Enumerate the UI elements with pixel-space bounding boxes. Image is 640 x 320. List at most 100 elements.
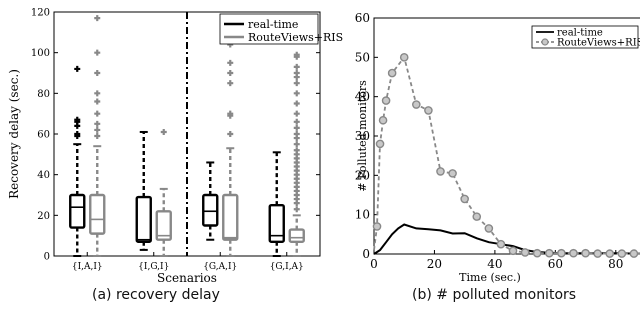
y-tick-label: 60: [355, 11, 370, 25]
legend-marker: [541, 38, 549, 46]
y-tick-label: 0: [362, 247, 370, 261]
polluted-monitors-line-chart: 0 10 20 30 40 50 60 0 20 40 60 80 Time (sec.) # Pollu…: [355, 11, 640, 284]
outlier-marker: [94, 70, 101, 76]
outlier-marker: [227, 131, 234, 137]
data-point-marker: [448, 169, 457, 178]
outlier-marker: [94, 126, 101, 133]
x-tick-label: 60: [548, 257, 563, 271]
y-tick-label: 40: [355, 90, 370, 104]
iqr-box: [89, 193, 106, 235]
data-point-marker: [460, 194, 469, 204]
outlier-marker: [74, 65, 81, 72]
outlier-marker: [293, 118, 300, 125]
outlier-marker: [227, 70, 234, 76]
x-category-label: {G,I,A}: [270, 262, 304, 272]
x-tick-label: 20: [427, 257, 442, 271]
outlier-marker: [293, 63, 300, 70]
caption-a: (a) recovery delay: [92, 287, 220, 303]
x-tick-label: 0: [370, 257, 378, 271]
y-tick-label: 80: [37, 89, 50, 100]
outlier-marker: [227, 80, 234, 87]
caption-b: (b) # polluted monitors: [412, 287, 577, 303]
legend-box: [219, 13, 319, 45]
outlier-marker: [293, 110, 300, 117]
data-point-marker: [484, 224, 494, 233]
iqr-box: [135, 195, 152, 243]
legend-label: RouteViews+RIS: [557, 38, 640, 49]
recovery-delay-boxplot: 0 20 40 60 80 100 120 {I,A,I} {I,G,I} {G,A,I} {G,I…: [7, 8, 343, 286]
data-point-marker: [593, 249, 602, 258]
outlier-marker: [293, 100, 300, 107]
x-tick-label: 40: [487, 257, 502, 271]
y-axis-label: Recovery delay (sec.): [7, 69, 21, 199]
iqr-box: [155, 210, 172, 241]
outlier-marker: [160, 128, 167, 135]
outlier-marker: [293, 141, 300, 148]
legend-box: [531, 25, 639, 49]
data-point-marker: [617, 249, 627, 258]
legend-label: RouteViews+RIS: [248, 31, 343, 44]
data-point-marker: [544, 248, 554, 258]
outlier-marker: [74, 131, 81, 137]
data-point-marker: [496, 239, 506, 249]
outlier-marker: [94, 98, 101, 105]
outlier-marker: [293, 90, 300, 97]
outlier-marker: [94, 133, 101, 140]
x-category-label: {I,A,I}: [72, 262, 103, 272]
outlier-marker: [293, 80, 300, 87]
data-point-marker: [605, 249, 615, 258]
data-point-marker: [412, 100, 421, 109]
y-tick-label: 20: [355, 168, 370, 182]
outlier-marker: [293, 70, 300, 76]
data-point-marker: [399, 53, 409, 62]
outlier-marker: [94, 110, 101, 117]
data-point-marker: [378, 115, 388, 125]
y-tick-label: 120: [31, 8, 50, 19]
legend-label: real-time: [557, 28, 603, 39]
data-point-marker: [472, 212, 482, 221]
y-tick-label: 0: [44, 252, 50, 263]
outlier-marker: [293, 147, 300, 154]
iqr-box: [222, 193, 239, 241]
data-point-marker: [436, 167, 445, 176]
data-point-marker: [372, 222, 382, 231]
y-tick-label: 30: [355, 129, 370, 143]
y-tick-label: 10: [355, 208, 370, 222]
y-axis-label: # Polluted monitors: [356, 80, 369, 192]
data-point-marker: [629, 249, 639, 258]
x-axis-label: Time (sec.): [459, 271, 521, 284]
data-point-marker: [569, 248, 578, 258]
data-point-marker: [424, 106, 433, 115]
x-category-label: {I,G,I}: [138, 262, 169, 272]
x-category-label: {G,A,I}: [203, 262, 237, 272]
plot-frame: [373, 17, 640, 255]
data-point-marker: [581, 248, 590, 258]
x-tick-label: 80: [608, 257, 623, 271]
outlier-marker: [227, 110, 234, 117]
legend-label: real-time: [248, 18, 298, 31]
outlier-marker: [293, 206, 300, 213]
y-tick-label: 20: [37, 211, 50, 222]
outlier-marker: [227, 59, 234, 66]
y-tick-label: 40: [37, 170, 50, 181]
y-tick-label: 100: [31, 48, 50, 59]
iqr-box: [202, 193, 219, 227]
outlier-marker: [293, 51, 300, 58]
outlier-marker: [94, 90, 101, 97]
series-line-routeviews-ris: [373, 55, 640, 255]
iqr-box: [69, 193, 86, 229]
iqr-box: [268, 203, 285, 243]
data-point-marker: [520, 248, 530, 257]
outlier-marker: [94, 49, 101, 56]
data-point-marker: [387, 68, 397, 78]
outlier-marker: [293, 131, 300, 137]
outlier-marker: [293, 124, 300, 131]
data-point-marker: [375, 139, 385, 149]
iqr-box: [288, 228, 305, 243]
y-tick-label: 50: [355, 50, 370, 64]
y-tick-label: 60: [37, 130, 50, 141]
outlier-marker: [94, 15, 101, 22]
